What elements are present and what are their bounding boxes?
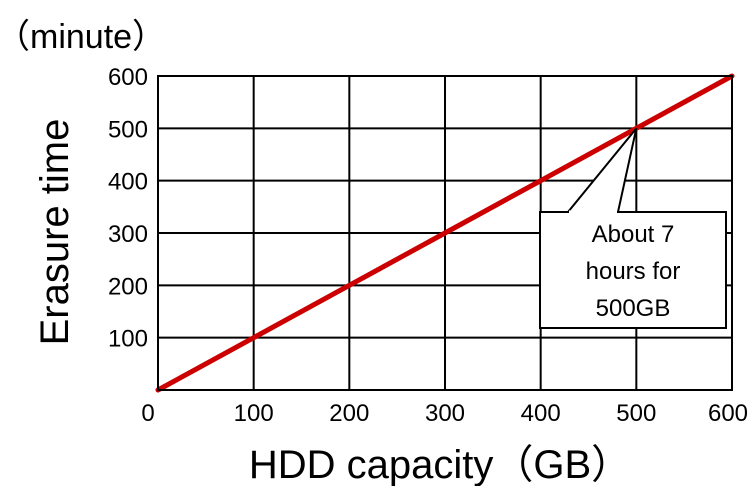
x-tick-label-3: 300 <box>425 400 465 427</box>
y-tick-label-4: 500 <box>108 116 148 143</box>
y-tick-label-5: 600 <box>108 64 148 91</box>
x-tick-label-2: 200 <box>329 400 369 427</box>
y-axis-title: Erasure time <box>33 119 77 346</box>
callout-pointer <box>565 127 638 213</box>
callout-line-0: About 7 <box>592 221 675 248</box>
x-tick-label-1: 100 <box>234 400 274 427</box>
x-tick-label-4: 400 <box>521 400 561 427</box>
x-tick-labels: 0 100 200 300 400 500 600 <box>141 400 748 427</box>
y-unit-label: （minute） <box>0 18 166 56</box>
callout-line-1: hours for <box>586 258 681 285</box>
x-tick-label-6: 600 <box>708 400 748 427</box>
callout: About 7 hours for 500GB <box>539 127 727 329</box>
y-tick-label-0: 100 <box>108 326 148 353</box>
y-tick-labels: 100 200 300 400 500 600 <box>108 64 148 353</box>
plot-frame <box>157 75 733 391</box>
y-tick-label-1: 200 <box>108 273 148 300</box>
x-tick-label-5: 500 <box>616 400 656 427</box>
x-axis-title: HDD capacity（GB） <box>249 443 631 486</box>
callout-line-2: 500GB <box>596 295 671 322</box>
y-tick-label-2: 300 <box>108 221 148 248</box>
callout-box <box>539 211 727 329</box>
x-tick-label-0: 0 <box>141 400 154 427</box>
y-tick-label-3: 400 <box>108 169 148 196</box>
